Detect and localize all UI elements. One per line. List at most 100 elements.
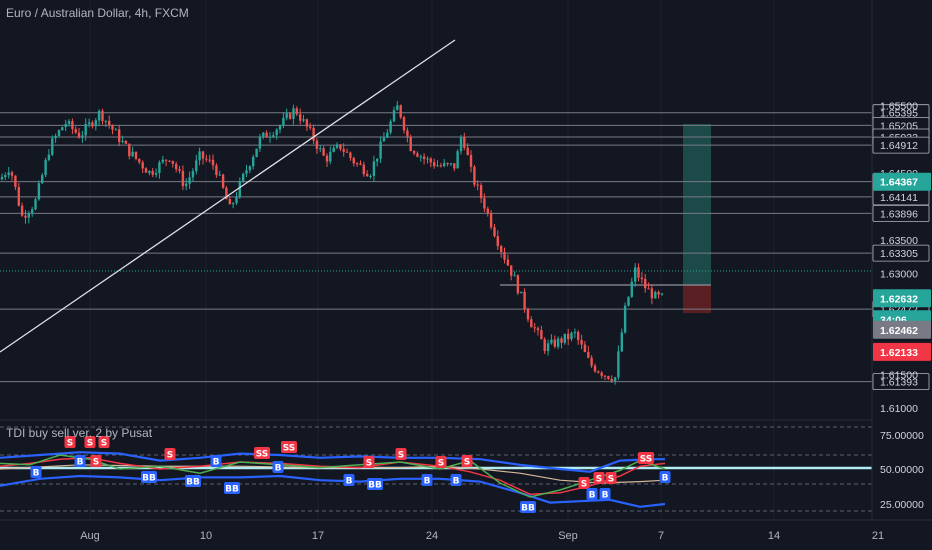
buy-signal-marker[interactable] — [185, 475, 201, 487]
price-level-label: 1.61393 — [880, 377, 918, 389]
candle-body — [406, 130, 409, 137]
signal-marker-label: S — [87, 439, 93, 449]
candle-body — [506, 259, 510, 266]
buy-signal-marker[interactable] — [450, 474, 462, 486]
sell-signal-marker[interactable] — [98, 436, 110, 448]
candle-body — [459, 137, 463, 152]
buy-signal-marker[interactable] — [586, 488, 598, 500]
sell-signal-marker[interactable] — [90, 455, 102, 467]
candle-body — [158, 162, 161, 173]
long-position-target-zone[interactable] — [683, 124, 711, 285]
candle-body — [650, 288, 654, 299]
candle-body — [71, 121, 74, 129]
candle-body — [285, 113, 288, 118]
candle-body — [600, 372, 603, 376]
candle-body — [57, 130, 61, 136]
candle-body — [101, 110, 104, 121]
sell-signal-marker[interactable] — [281, 441, 297, 453]
buy-signal-marker[interactable] — [74, 455, 86, 467]
sell-signal-marker[interactable] — [363, 456, 375, 468]
candle-body — [278, 125, 282, 130]
symbol-title[interactable]: Euro / Australian Dollar, 4h, FXCM — [6, 6, 189, 20]
candle-body — [118, 129, 121, 142]
candle-body — [396, 105, 399, 111]
candle-body — [573, 332, 577, 333]
sell-signal-marker[interactable] — [638, 452, 654, 464]
sell-signal-marker[interactable] — [395, 448, 407, 460]
candle-body — [322, 148, 325, 156]
buy-signal-marker[interactable] — [30, 466, 42, 478]
sell-signal-marker[interactable] — [435, 456, 447, 468]
candle-body — [275, 129, 278, 136]
candle-body — [422, 156, 426, 159]
sell-signal-marker[interactable] — [254, 447, 270, 459]
sell-signal-marker[interactable] — [593, 472, 605, 484]
signal-marker-label: S — [167, 451, 173, 461]
buy-signal-marker[interactable] — [421, 474, 433, 486]
buy-signal-marker[interactable] — [599, 488, 611, 500]
candle-body — [67, 121, 71, 124]
sell-signal-marker[interactable] — [84, 436, 96, 448]
candle-body — [309, 126, 312, 128]
time-axis[interactable] — [0, 519, 932, 550]
buy-signal-marker[interactable] — [224, 482, 240, 494]
candle-body — [593, 365, 597, 372]
signal-marker-label: SS — [283, 444, 296, 454]
candle-body — [185, 183, 188, 187]
buy-signal-marker[interactable] — [367, 478, 383, 490]
candle-body — [446, 163, 449, 165]
buy-signal-marker[interactable] — [659, 471, 671, 483]
price-level-label: 1.65395 — [880, 108, 918, 120]
price-tag-entry — [873, 320, 931, 339]
candle-body — [610, 379, 613, 381]
candle-body — [74, 129, 77, 133]
buy-signal-marker[interactable] — [520, 501, 536, 513]
price-tick-label: 1.61000 — [880, 403, 918, 415]
candle-body — [583, 344, 587, 352]
candle-body — [114, 129, 118, 131]
sell-signal-marker[interactable] — [605, 472, 617, 484]
buy-signal-marker[interactable] — [343, 474, 355, 486]
sell-signal-marker[interactable] — [578, 477, 590, 489]
time-axis-background — [0, 520, 932, 550]
signal-marker-label: S — [608, 475, 614, 485]
buy-signal-marker[interactable] — [272, 461, 284, 473]
trendline[interactable] — [0, 39, 456, 353]
signal-marker-label: S — [464, 458, 470, 468]
signal-marker-label: B — [424, 477, 431, 487]
candle-body — [128, 143, 131, 157]
sell-signal-marker[interactable] — [64, 436, 76, 448]
candle-body — [560, 338, 563, 343]
candle-body — [255, 148, 258, 157]
candle-body — [258, 136, 262, 149]
candle-body — [292, 108, 295, 119]
candle-body — [288, 113, 292, 119]
candle-body — [456, 151, 459, 169]
long-position-stop-zone[interactable] — [683, 285, 711, 313]
candle-body — [563, 333, 566, 343]
buy-signal-marker[interactable] — [210, 455, 222, 467]
buy-signal-marker[interactable] — [141, 471, 157, 483]
signal-marker-label: BB — [186, 478, 200, 488]
candle-body — [392, 110, 396, 122]
candle-body — [627, 296, 630, 306]
candle-body — [7, 172, 10, 176]
candle-body — [607, 376, 610, 379]
time-axis-label: 24 — [426, 530, 438, 542]
candle-body — [526, 309, 530, 320]
sell-signal-marker[interactable] — [461, 455, 473, 467]
candle-body — [553, 339, 556, 347]
indicator-title[interactable]: TDI buy sell ver. 2 by Pusat — [6, 426, 153, 440]
candle-body — [520, 291, 523, 294]
candle-body — [613, 377, 617, 381]
candle-body — [516, 275, 520, 294]
candle-body — [366, 174, 369, 177]
sell-signal-marker[interactable] — [164, 448, 176, 460]
candle-body — [570, 332, 573, 340]
time-axis-label: Aug — [80, 530, 100, 542]
indicator-tick-label: 50.00000 — [880, 464, 924, 476]
signal-marker-label: S — [581, 480, 587, 490]
candle-body — [211, 159, 215, 166]
candle-body — [349, 152, 352, 158]
